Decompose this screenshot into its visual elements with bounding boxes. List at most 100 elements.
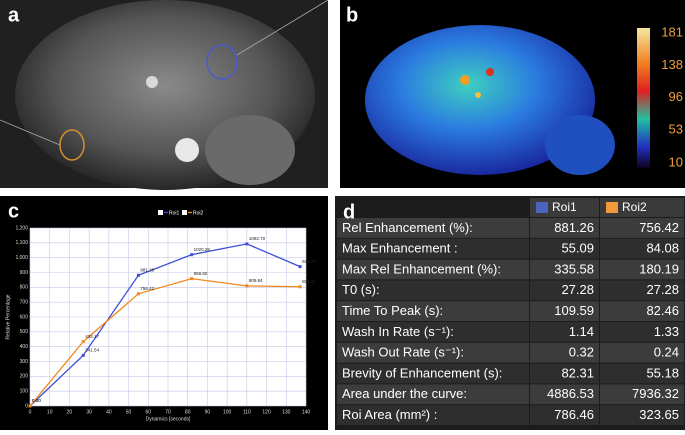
y-tick-label: 1,000: [15, 255, 28, 261]
aorta: [175, 138, 199, 162]
cell-value: 0.24: [654, 345, 679, 360]
data-point: [190, 253, 194, 257]
x-tick-label: 70: [165, 409, 171, 415]
table-cell: [530, 405, 599, 425]
x-tick-label: 60: [146, 409, 152, 415]
row-label: Rel Enhancement (%):: [342, 220, 473, 235]
panel-label: c: [8, 200, 19, 222]
cell-value: 0.32: [569, 345, 594, 360]
colorbar-label: 10: [669, 154, 683, 169]
series-line: [29, 277, 301, 407]
x-tick-label: 100: [223, 409, 232, 415]
table-cell: [530, 218, 599, 238]
value-label: 939.77: [302, 259, 316, 264]
cell-value: 1.33: [654, 324, 679, 339]
cell-value: 4886.53: [547, 386, 594, 401]
row-label: Max Enhancement :: [342, 241, 458, 256]
y-tick-label: 0: [25, 403, 28, 409]
x-tick-label: 110: [243, 409, 251, 415]
panel-label: b: [346, 4, 358, 26]
value-label: 756.42: [140, 286, 154, 291]
colorbar-ticks: 181 138 96 53 10: [661, 24, 683, 169]
colorbar-label: 138: [661, 57, 683, 72]
row-label: Roi Area (mm²) :: [342, 407, 437, 422]
table-cell: [530, 342, 599, 363]
data-point: [136, 292, 140, 296]
organ: [205, 115, 295, 185]
colorbar: [637, 28, 650, 168]
chart: 01002003004005006007008009001,0001,1001,…: [5, 210, 316, 422]
value-label: 1020.28: [194, 247, 211, 252]
table-cell: [337, 322, 529, 342]
data-point: [81, 340, 85, 344]
cell-value: 881.26: [554, 220, 594, 235]
table-cell: [600, 322, 684, 342]
row-label: Area under the curve:: [342, 386, 467, 401]
header-cell: [600, 198, 684, 217]
x-tick-label: 130: [282, 409, 291, 415]
table-cell: [337, 238, 529, 259]
panel-label: a: [8, 4, 20, 26]
table-cell: [530, 259, 599, 280]
table: Roi1 Roi2 Rel Enhancement (%): 881.26 756.42…: [337, 198, 684, 425]
colorbar-label: 96: [669, 89, 683, 104]
table-cell: [530, 322, 599, 342]
row-label: Max Rel Enhancement (%):: [342, 261, 501, 276]
data-point: [190, 277, 194, 281]
value-label: 858.50: [194, 271, 208, 276]
row-label: Wash Out Rate (s⁻¹):: [342, 345, 464, 360]
legend-check: [158, 210, 163, 215]
legend-label: Roi2: [193, 210, 204, 216]
row-label: T0 (s):: [342, 282, 380, 297]
table-cell: [600, 259, 684, 280]
x-tick-label: 0: [29, 409, 32, 415]
table-cell: [600, 342, 684, 363]
y-tick-label: 600: [20, 314, 29, 320]
table-cell: [600, 301, 684, 321]
x-tick-label: 20: [67, 409, 73, 415]
table-cell: [600, 238, 684, 259]
data-point: [81, 353, 85, 357]
cell-value: 27.28: [561, 282, 594, 297]
data-point: [245, 242, 249, 246]
cell-value: 109.59: [554, 303, 594, 318]
x-tick-label: 90: [205, 409, 211, 415]
y-tick-label: 500: [20, 329, 29, 335]
table-cell: [337, 363, 529, 384]
table-cell: [530, 363, 599, 384]
cell-value: 180.19: [639, 261, 679, 276]
cell-value: 84.08: [646, 241, 679, 256]
table-cell: [530, 384, 599, 405]
value-label: 809.84: [249, 278, 263, 283]
data-point: [245, 284, 249, 288]
hotspot: [460, 75, 470, 85]
cell-value: 82.46: [646, 303, 679, 318]
y-tick-label: 800: [20, 285, 29, 291]
table-cell: [600, 384, 684, 405]
pointer: [0, 119, 61, 146]
pointer: [236, 0, 329, 56]
row-label: Time To Peak (s):: [342, 303, 443, 318]
table-cell: [337, 218, 529, 238]
vessel: [146, 76, 158, 88]
value-label: 341.54: [85, 348, 99, 353]
x-axis-label: Dynamics [seconds]: [146, 416, 191, 422]
cell-value: 7936.32: [632, 386, 679, 401]
value-label: 804.11: [302, 279, 316, 284]
organ: [545, 115, 615, 175]
table-cell: [337, 301, 529, 321]
legend-check: [182, 210, 187, 215]
table-cell: [530, 280, 599, 301]
table-cell: [600, 280, 684, 301]
y-tick-label: 1,100: [15, 240, 28, 246]
y-tick-label: 200: [20, 374, 29, 380]
roi1-outline: [206, 44, 238, 80]
header-swatch: [536, 202, 548, 213]
header-swatch: [606, 202, 618, 213]
x-tick-label: 140: [302, 409, 311, 415]
y-tick-label: 400: [20, 344, 29, 350]
cell-value: 335.58: [554, 261, 594, 276]
x-tick-label: 120: [262, 409, 271, 415]
